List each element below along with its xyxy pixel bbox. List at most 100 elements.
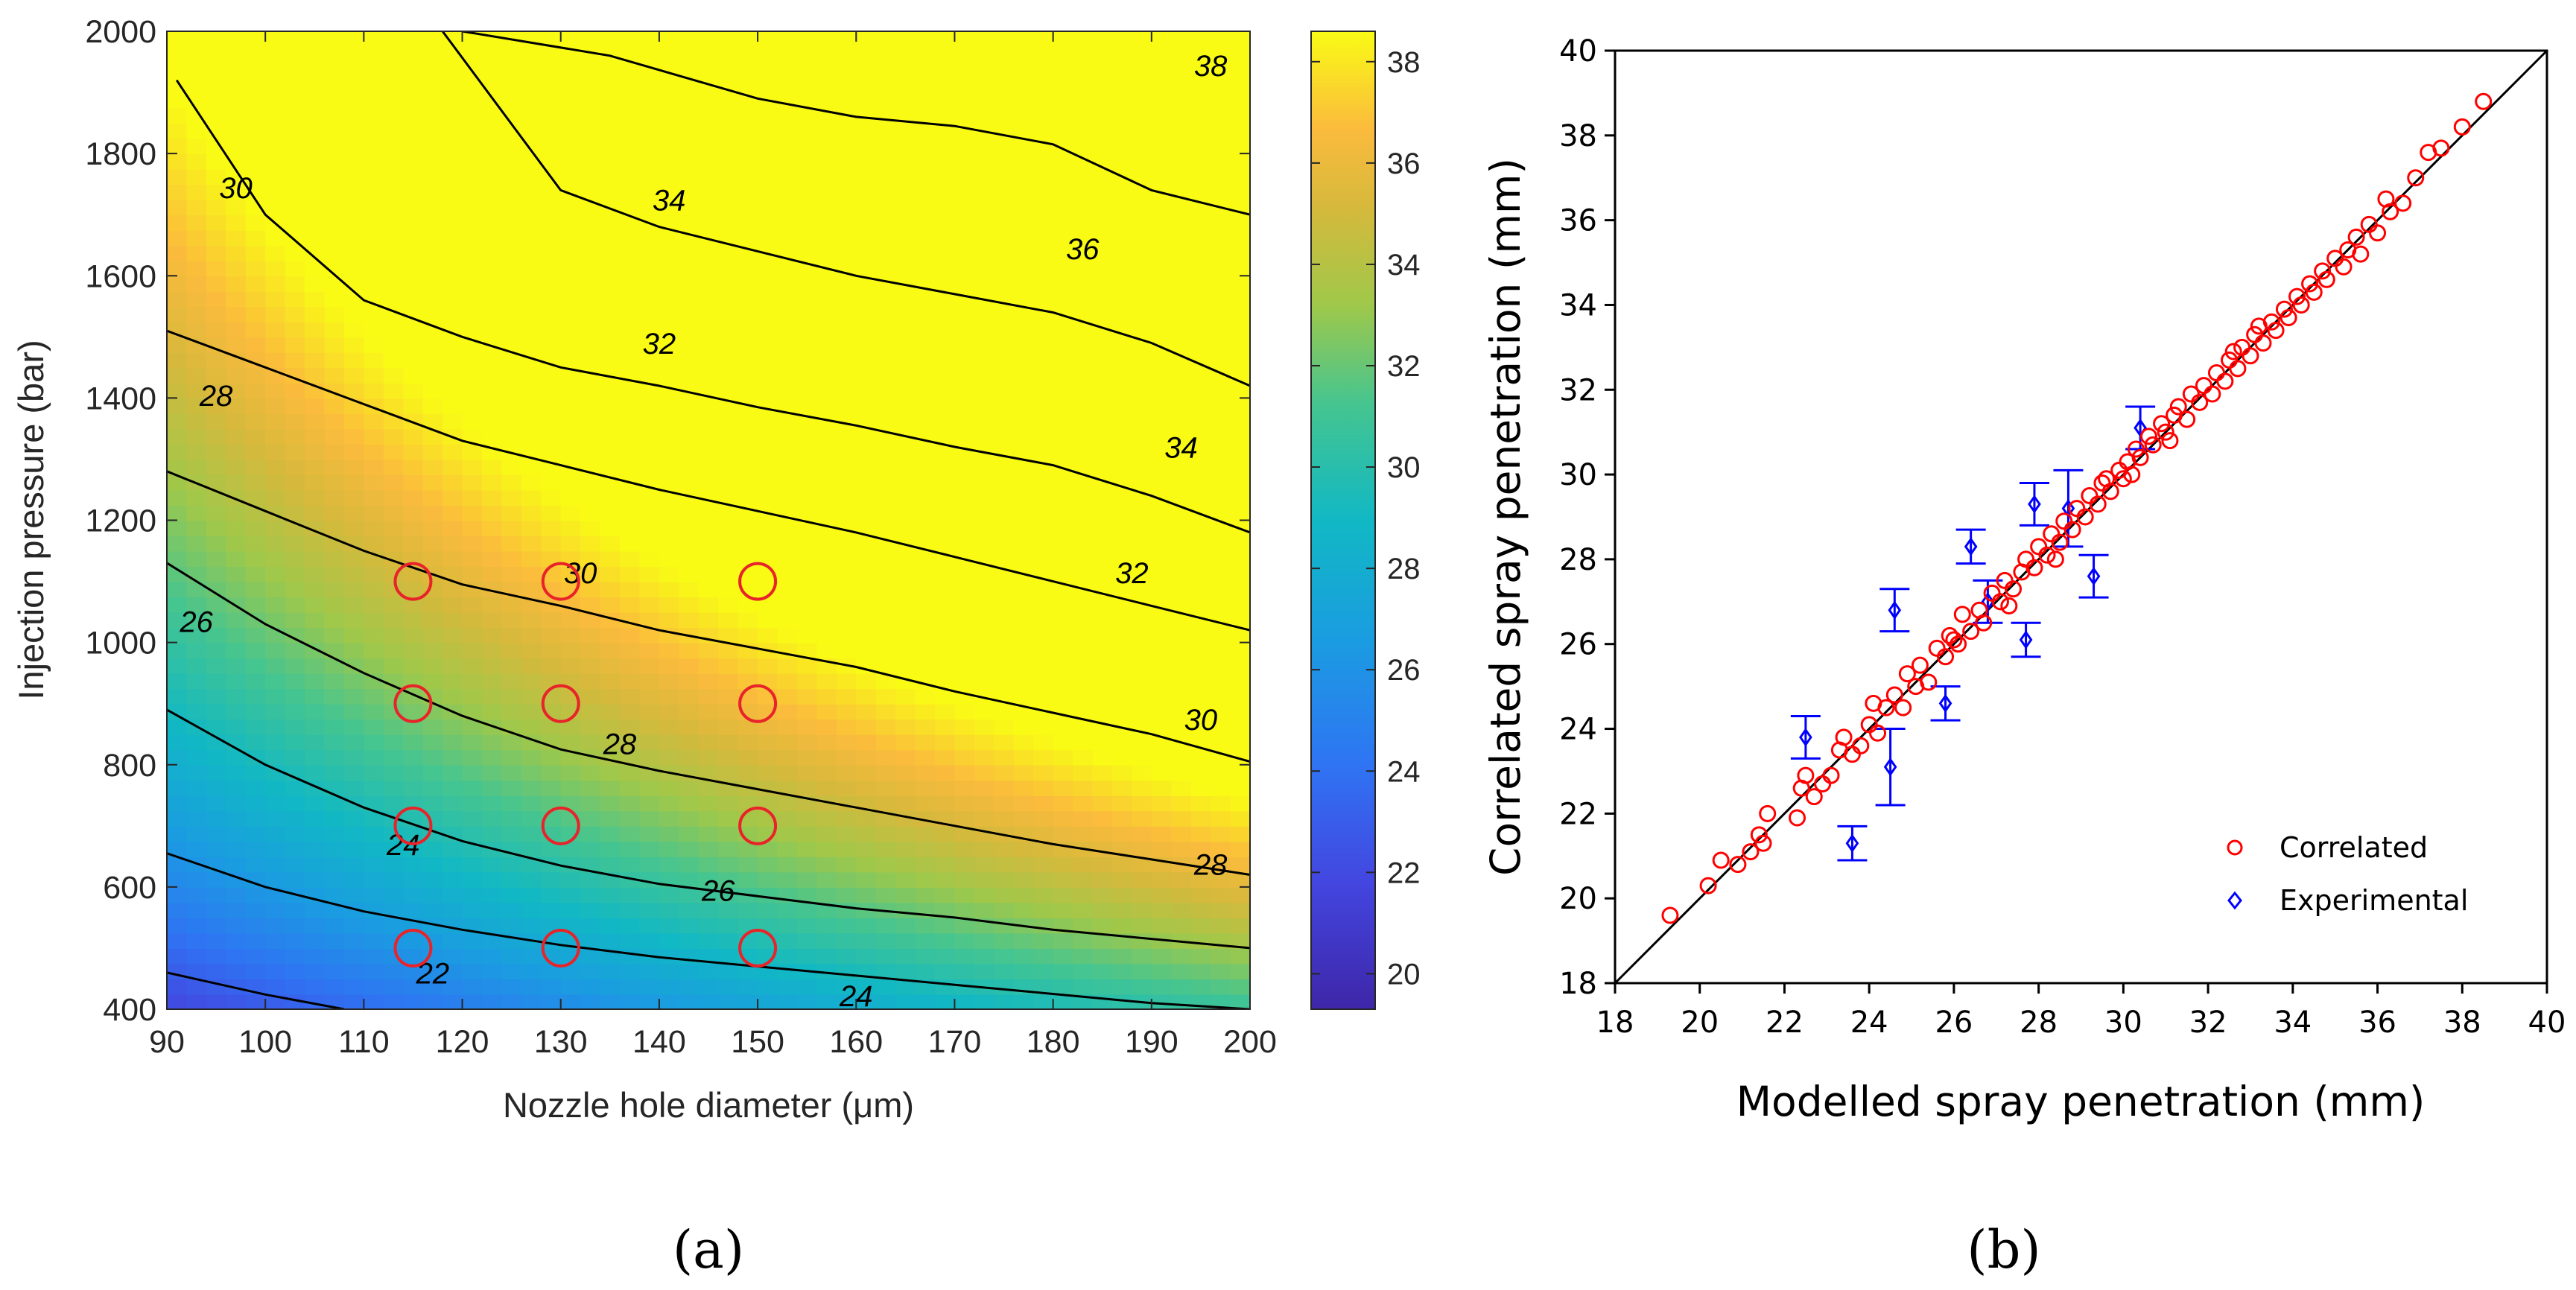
heat-cell — [974, 642, 995, 659]
heat-cell — [836, 536, 857, 552]
heat-cell — [954, 31, 975, 48]
heat-cell — [560, 321, 582, 338]
heat-cell — [343, 550, 365, 567]
heat-cell — [521, 474, 542, 491]
heat-cell — [422, 138, 444, 155]
heat-cell — [1092, 337, 1113, 353]
heat-cell — [1053, 566, 1073, 582]
heat-cell — [265, 474, 286, 491]
heat-cell — [226, 260, 247, 277]
heat-cell — [974, 215, 995, 231]
heat-cell — [1033, 123, 1054, 139]
heat-cell — [541, 505, 562, 521]
heat-cell — [167, 290, 188, 308]
correlated-point — [2292, 296, 2310, 314]
heat-cell — [1151, 825, 1173, 842]
heat-cell — [600, 153, 621, 170]
heat-cell — [501, 550, 522, 567]
heat-cell — [560, 229, 582, 247]
heat-cell — [265, 382, 286, 399]
heat-cell — [895, 352, 916, 369]
heat-cell — [560, 107, 582, 124]
heat-cell — [422, 749, 444, 766]
heat-cell — [620, 276, 641, 292]
heat-cell — [856, 276, 877, 292]
y-tick-label-a: 800 — [103, 748, 156, 784]
heat-cell — [206, 734, 227, 751]
heat-cell — [1073, 536, 1094, 552]
correlated-point — [1911, 656, 1929, 674]
heat-cell — [343, 994, 365, 1009]
heat-cell — [482, 215, 503, 231]
heat-cell — [265, 825, 286, 842]
heat-cell — [442, 688, 463, 705]
heat-cell — [580, 902, 601, 918]
heat-cell — [383, 199, 405, 216]
heat-cell — [206, 31, 227, 48]
heat-cell — [1171, 62, 1192, 78]
heat-cell — [1151, 764, 1173, 781]
heat-cell — [541, 749, 562, 766]
heat-cell — [1013, 550, 1035, 567]
heat-cell — [343, 627, 365, 644]
heat-cell — [620, 536, 641, 552]
heat-cell — [895, 138, 916, 155]
heat-cell — [1171, 77, 1192, 93]
heat-cell — [1073, 459, 1094, 475]
heat-cell — [1151, 168, 1173, 185]
heat-cell — [305, 963, 326, 979]
heat-cell — [698, 153, 720, 170]
heat-cell — [167, 902, 188, 918]
heat-cell — [1171, 642, 1192, 659]
heat-cell — [324, 688, 345, 705]
heat-cell — [758, 260, 778, 277]
heat-cell — [541, 306, 562, 322]
contour-label: 28 — [603, 728, 637, 761]
correlated-point — [2242, 347, 2259, 365]
heat-cell — [620, 673, 641, 690]
heat-cell — [462, 734, 483, 751]
heat-cell — [758, 443, 778, 460]
heat-cell — [226, 841, 247, 857]
heat-cell — [403, 505, 424, 521]
heat-cell — [856, 932, 877, 949]
heat-cell — [580, 153, 601, 170]
heat-cell — [1111, 581, 1133, 598]
heat-cell — [1171, 138, 1192, 155]
heat-cell — [206, 658, 227, 674]
heat-cell — [343, 917, 365, 934]
heat-cell — [974, 841, 995, 857]
heat-cell — [206, 764, 227, 781]
heat-cell — [403, 352, 424, 369]
heat-cell — [245, 764, 267, 781]
heat-cell — [875, 932, 897, 949]
heat-cell — [600, 321, 621, 338]
heat-cell — [600, 734, 621, 751]
heat-cell — [206, 474, 227, 491]
test-point-marker — [541, 806, 580, 845]
heat-cell — [403, 77, 424, 93]
heat-cell — [364, 229, 384, 247]
heat-cell — [403, 428, 424, 445]
heat-cell — [422, 474, 444, 491]
heat-cell — [1190, 597, 1212, 613]
heat-cell — [226, 367, 247, 384]
heat-cell — [1230, 153, 1250, 170]
heat-cell — [679, 994, 699, 1009]
heat-cell — [679, 734, 699, 751]
heat-cell — [403, 749, 424, 766]
heat-cell — [580, 245, 601, 261]
y-tick-label-b: 28 — [1559, 543, 1597, 577]
heat-cell — [758, 581, 778, 598]
heat-cell — [1190, 153, 1212, 170]
heat-cell — [422, 92, 444, 109]
heat-cell — [698, 46, 720, 63]
heat-cell — [777, 367, 798, 384]
heat-cell — [364, 810, 384, 827]
heat-cell — [679, 780, 699, 796]
heat-cell — [836, 566, 857, 582]
heat-cell — [816, 382, 837, 399]
heat-cell — [1151, 505, 1173, 521]
heat-cell — [364, 963, 384, 979]
heat-cell — [442, 764, 463, 781]
